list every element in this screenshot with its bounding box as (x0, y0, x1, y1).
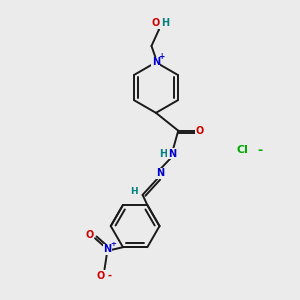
Text: O: O (151, 18, 160, 28)
Text: H: H (161, 18, 169, 28)
Text: N: N (152, 57, 160, 67)
Text: O: O (196, 126, 204, 136)
Text: +: + (110, 241, 116, 247)
Text: -: - (108, 271, 112, 281)
Text: O: O (85, 230, 94, 240)
Text: N: N (156, 169, 164, 178)
Text: H: H (130, 188, 138, 196)
Text: -: - (257, 143, 262, 157)
Text: +: + (158, 52, 164, 62)
Text: H: H (159, 148, 167, 159)
Text: O: O (97, 271, 105, 281)
Text: N: N (103, 244, 112, 254)
Text: Cl: Cl (236, 145, 248, 155)
Text: N: N (168, 148, 176, 159)
